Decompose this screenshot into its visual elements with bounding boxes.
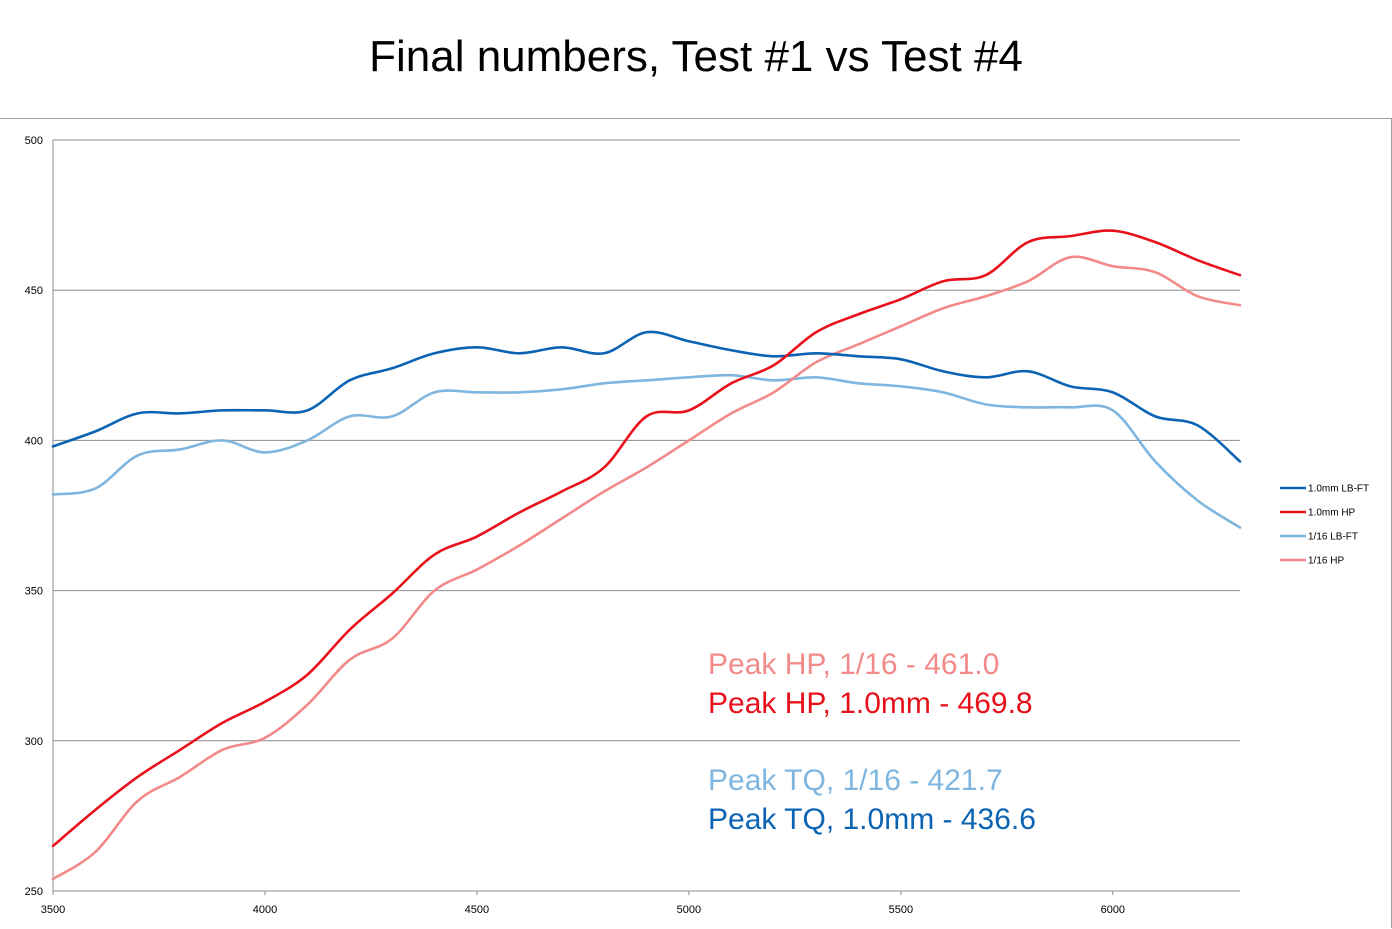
y-tick-label: 500	[25, 135, 43, 147]
legend-entry-label: 1.0mm HP	[1308, 508, 1356, 519]
x-tick-label: 5500	[889, 904, 913, 916]
peak-annotation: Peak TQ, 1/16 - 421.7	[708, 764, 1003, 797]
series-line-1-16-hp	[51, 255, 1242, 881]
y-tick-label: 300	[25, 736, 43, 748]
axes: 250 300 350 400 450 500 3500 4000 4500 5000 5500 60…	[25, 135, 1240, 916]
series-line-1-0mm-lb-ft	[51, 330, 1242, 463]
y-tick-label: 450	[25, 285, 43, 297]
legend-entry-label: 1/16 HP	[1308, 556, 1344, 567]
legend-entry-label: 1.0mm LB-FT	[1308, 484, 1369, 495]
x-tick-label: 4500	[465, 904, 489, 916]
x-tick-label: 3500	[41, 904, 65, 916]
gridlines	[53, 139, 1240, 892]
data-series	[51, 229, 1242, 881]
x-tick-label: 4000	[253, 904, 277, 916]
annotations: Peak HP, 1/16 - 461.0 Peak HP, 1.0mm - 46…	[708, 648, 1036, 836]
chart-area: 250 300 350 400 450 500 3500 4000 4500 5000 5500 60…	[0, 118, 1392, 928]
series-line-1-16-lb-ft	[51, 373, 1242, 529]
series-line-1-0mm-hp	[51, 229, 1242, 848]
y-tick-label: 400	[25, 435, 43, 447]
peak-annotation: Peak HP, 1.0mm - 469.8	[708, 687, 1033, 720]
peak-annotation: Peak TQ, 1.0mm - 436.6	[708, 803, 1036, 836]
legend-entry-label: 1/16 LB-FT	[1308, 532, 1358, 543]
x-tick-label: 5000	[677, 904, 701, 916]
peak-annotation: Peak HP, 1/16 - 461.0	[708, 648, 999, 681]
line-chart: 250 300 350 400 450 500 3500 4000 4500 5000 5500 60…	[25, 135, 1369, 916]
y-tick-label: 250	[25, 886, 43, 898]
chart-title: Final numbers, Test #1 vs Test #4	[369, 32, 1023, 81]
x-tick-label: 6000	[1101, 904, 1125, 916]
y-tick-label: 350	[25, 586, 43, 598]
legend: 1.0mm LB-FT 1.0mm HP 1/16 LB-FT 1/16 HP	[1280, 484, 1369, 567]
